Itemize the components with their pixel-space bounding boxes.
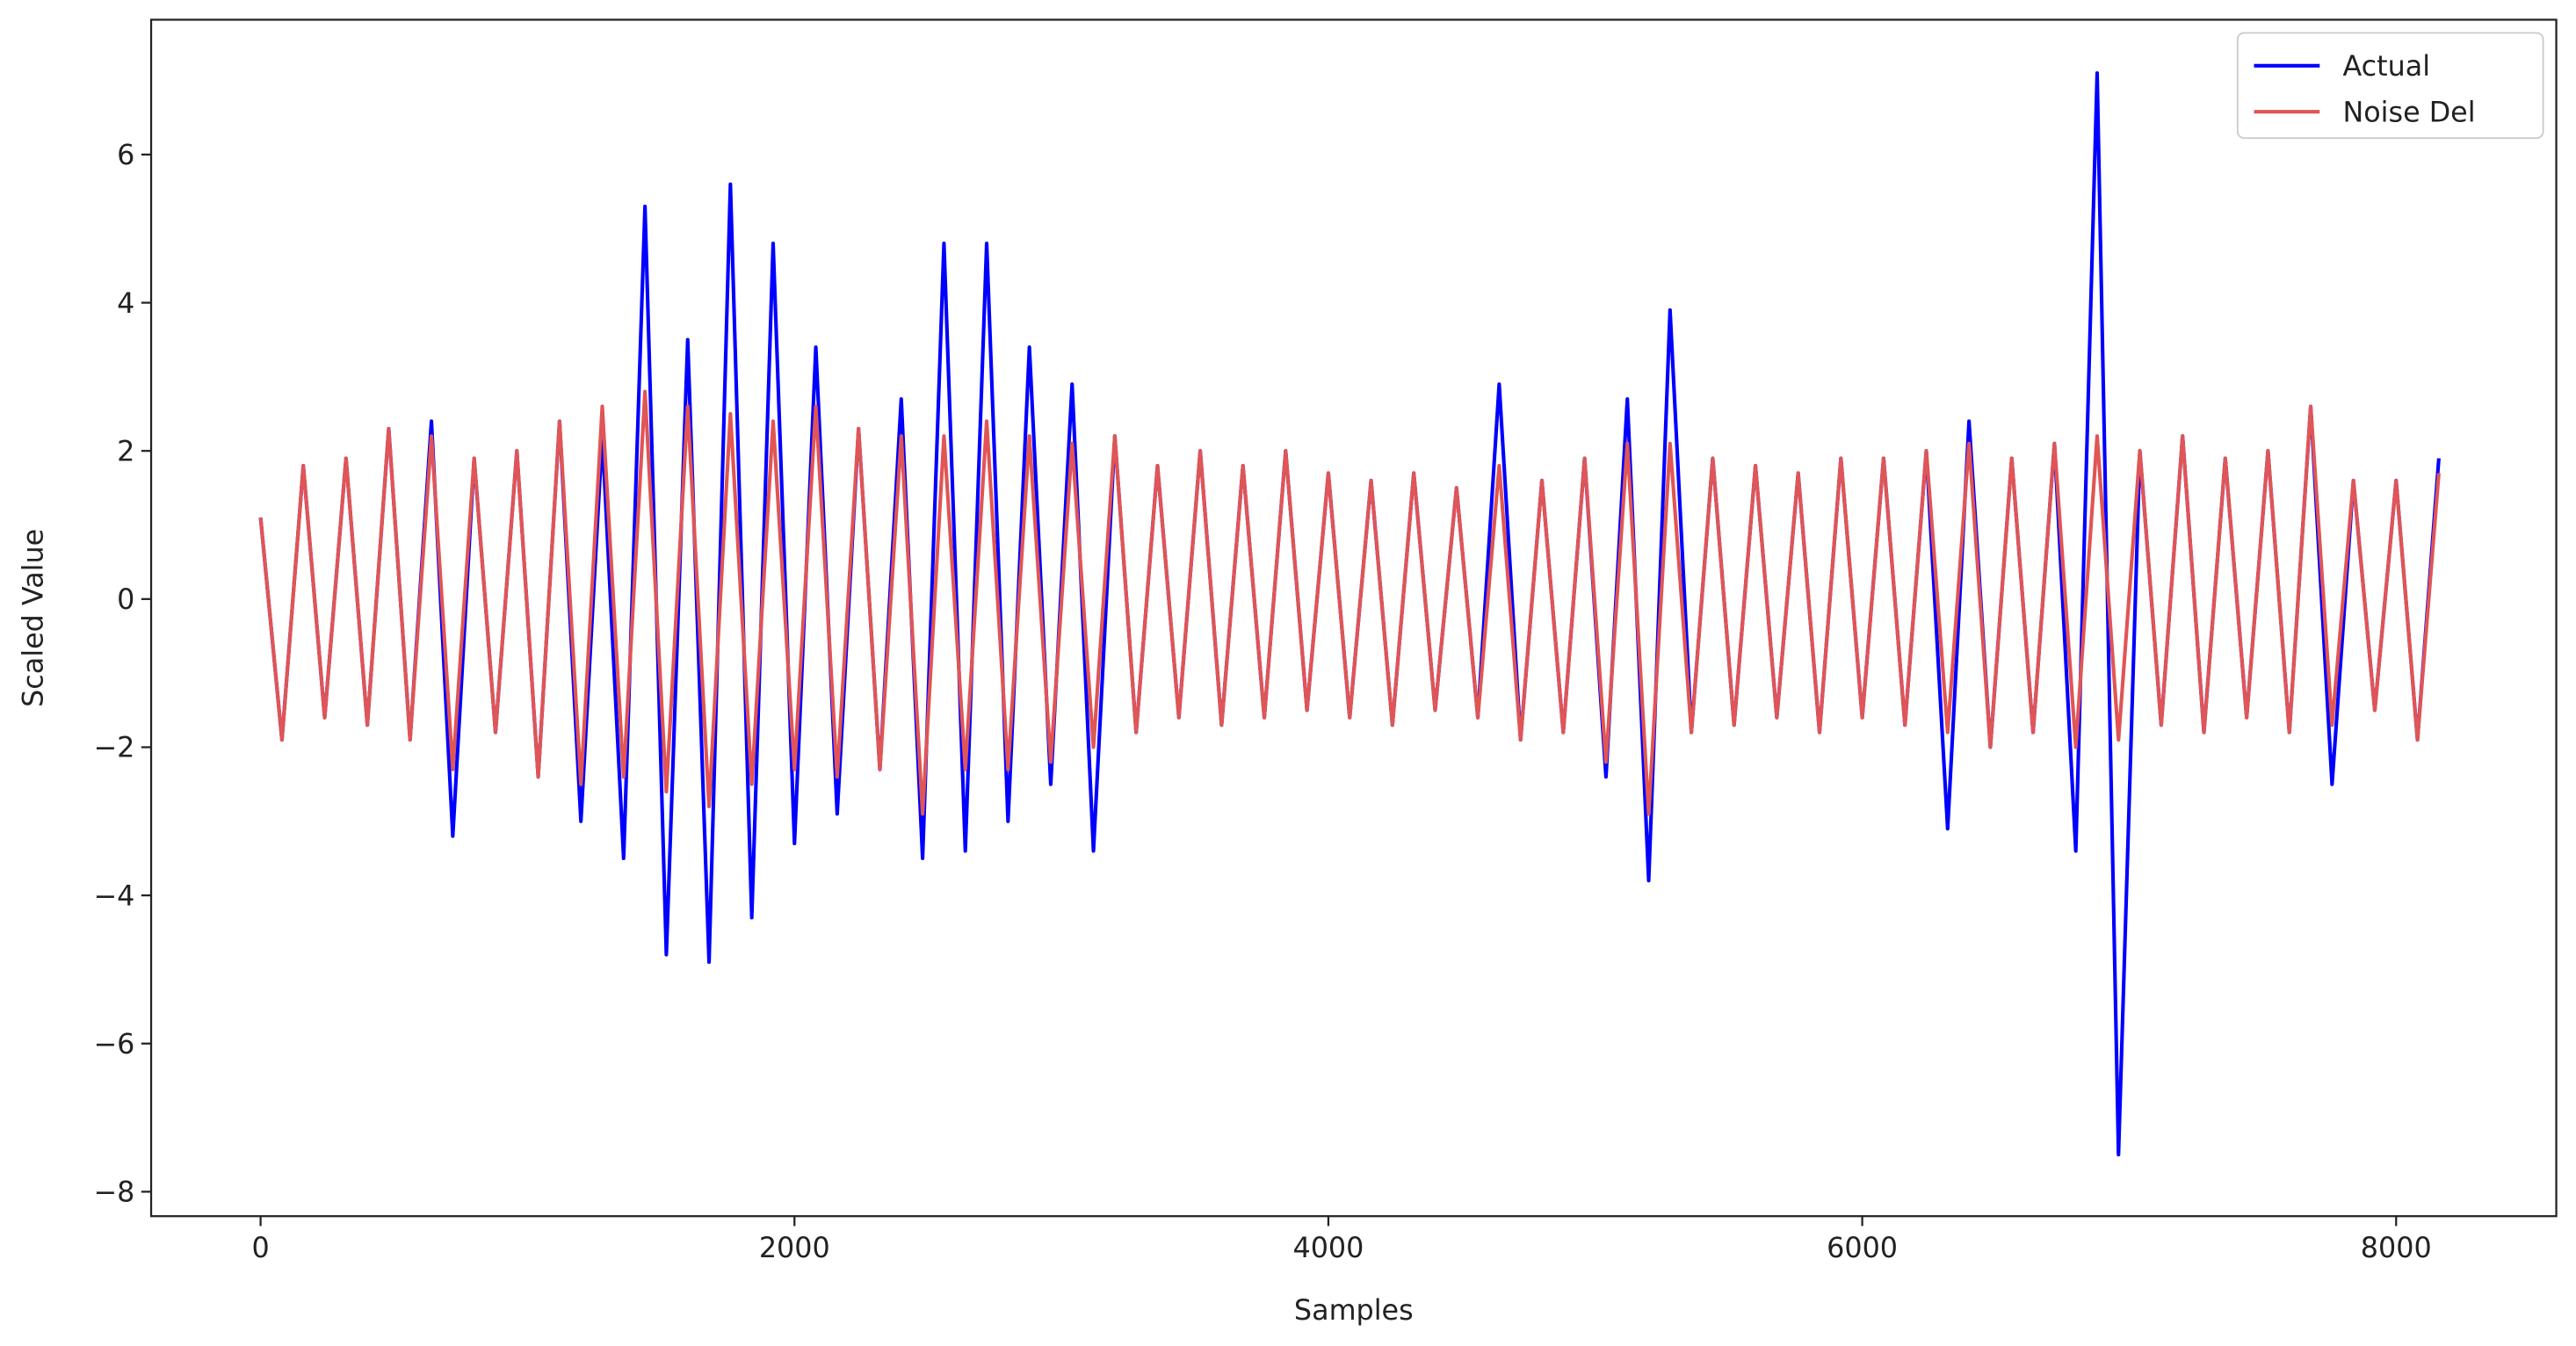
plot-frame — [149, 18, 2558, 1218]
y-tick-label: 2 — [117, 435, 134, 467]
x-axis-label: Samples — [1294, 1294, 1414, 1327]
x-tick-label: 4000 — [1292, 1232, 1364, 1264]
legend-label: Actual — [2342, 50, 2430, 83]
series-line — [258, 389, 2441, 816]
y-tick-label: −8 — [93, 1176, 134, 1209]
y-tick-label: −4 — [93, 879, 134, 912]
x-tick-label: 0 — [251, 1232, 269, 1264]
x-tick-label: 6000 — [1827, 1232, 1898, 1264]
y-axis-label: Scaled Value — [18, 529, 50, 707]
y-tick-label: 4 — [117, 287, 134, 320]
x-tick-label: 8000 — [2361, 1232, 2432, 1264]
legend-label: Noise Del — [2342, 96, 2475, 128]
y-tick-label: 6 — [117, 139, 134, 171]
series-line — [258, 71, 2441, 1157]
y-tick-label: 0 — [117, 583, 134, 616]
y-tick-label: −6 — [93, 1028, 134, 1060]
x-tick-label: 2000 — [759, 1232, 830, 1264]
y-tick-label: −2 — [93, 732, 134, 764]
